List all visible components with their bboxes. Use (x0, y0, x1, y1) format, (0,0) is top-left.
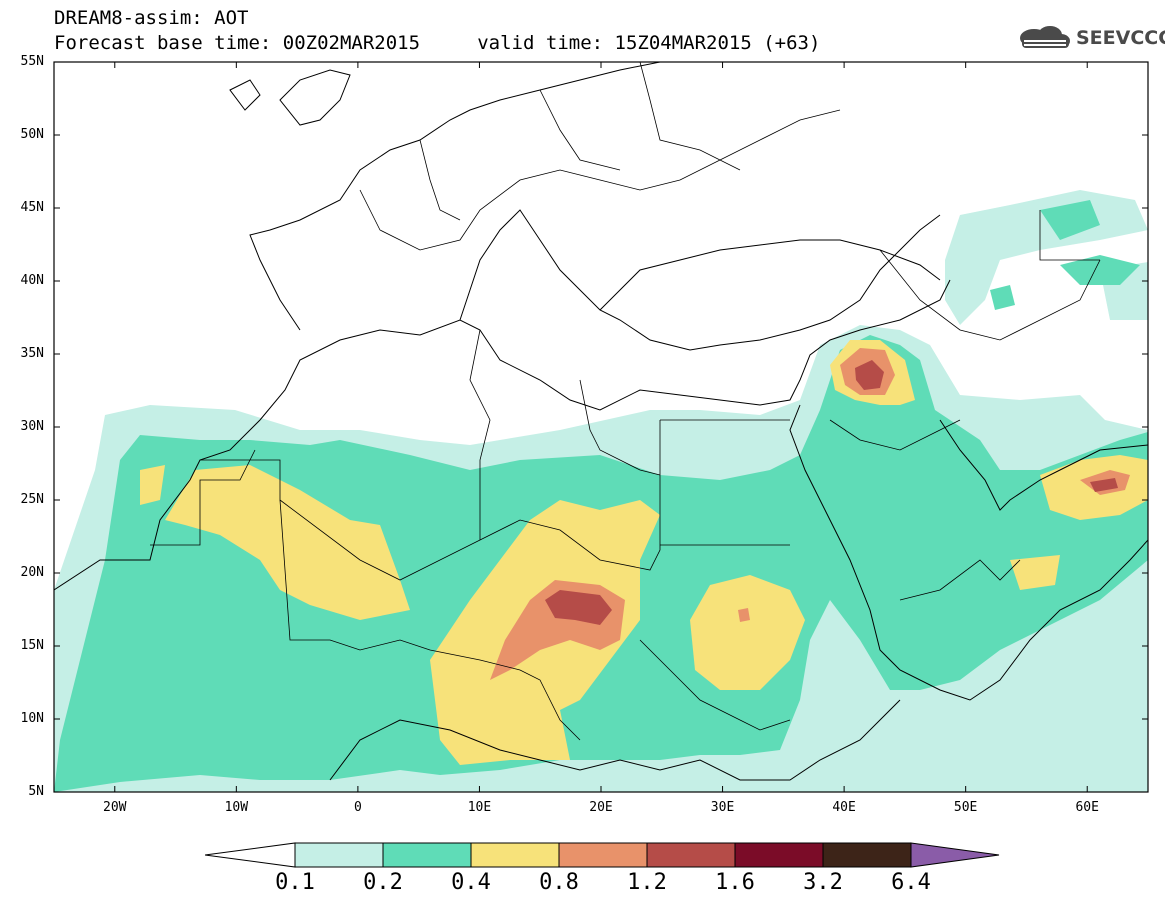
colorbar-label: 1.2 (627, 870, 667, 895)
lon-label: 10E (467, 800, 492, 815)
lat-label: 15N (20, 638, 44, 653)
lat-label: 35N (20, 346, 44, 361)
lon-label: 10W (224, 800, 249, 815)
country-borders (150, 62, 1101, 741)
colorbar-segment (646, 842, 736, 868)
lon-label: 30E (710, 800, 735, 815)
logo-text: SEEVCCC (1076, 27, 1165, 49)
lat-label: 30N (20, 419, 44, 434)
lat-label: 5N (28, 784, 44, 799)
forecast-time-line: Forecast base time: 00Z02MAR2015 valid t… (54, 32, 821, 54)
lat-label: 55N (20, 54, 44, 69)
lat-label: 25N (20, 492, 44, 507)
colorbar-low-arrow (205, 842, 296, 868)
lon-label: 40E (832, 800, 856, 815)
aot-band-1.2 (545, 360, 1118, 625)
map-title: DREAM8-assim: AOT (54, 7, 249, 29)
lat-label: 50N (20, 127, 44, 142)
colorbar-label: 6.4 (891, 870, 931, 895)
coastlines (54, 62, 1148, 781)
colorbar-label: 3.2 (803, 870, 843, 895)
colorbar-segment (822, 842, 912, 868)
colorbar-segment (558, 842, 648, 868)
lon-label: 20W (103, 800, 127, 815)
lat-label: 40N (20, 273, 44, 288)
colorbar-label: 1.6 (715, 870, 755, 895)
lat-label: 10N (20, 711, 44, 726)
colorbar-segment (382, 842, 472, 868)
lon-label: 50E (953, 800, 978, 815)
aot-colorbar (205, 842, 1000, 868)
lon-label: 20E (589, 800, 613, 815)
colorbar-segment (734, 842, 824, 868)
colorbar-segment (470, 842, 560, 868)
colorbar-segment (294, 842, 384, 868)
cloud-stack-icon (1020, 26, 1070, 48)
lat-label: 45N (20, 200, 44, 215)
colorbar-label: 0.2 (363, 870, 403, 895)
colorbar-label: 0.4 (451, 870, 491, 895)
lon-label: 0 (353, 800, 362, 815)
axis-ticks (54, 61, 1148, 793)
colorbar-label: 0.1 (275, 870, 315, 895)
lat-label: 20N (20, 565, 44, 580)
colorbar-label: 0.8 (539, 870, 579, 895)
colorbar-high-arrow (910, 842, 1000, 868)
aot-field (54, 190, 1148, 792)
lon-label: 60E (1075, 800, 1099, 815)
